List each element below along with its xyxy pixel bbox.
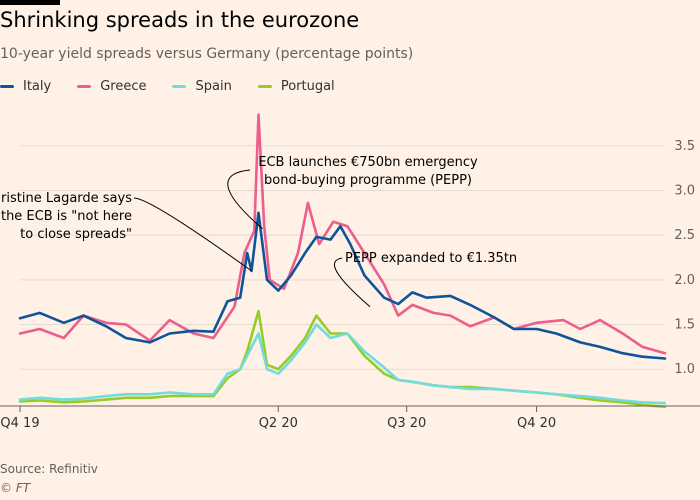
chart-legend: Italy Greece Spain Portugal: [0, 79, 361, 94]
brand-bar: [0, 0, 60, 5]
y-tick-label: 1.5: [674, 318, 695, 333]
annotation-pepp-expanded: PEPP expanded to €1.35tn: [345, 251, 517, 266]
annotation-leader-pepp-expanded: [333, 257, 371, 308]
series-line-greece: [18, 113, 667, 355]
annotation-leader-lagarde: [133, 197, 252, 272]
legend-item-portugal: Portugal: [257, 79, 335, 94]
x-tick-label: Q2 20: [259, 416, 298, 431]
legend-item-greece: Greece: [77, 79, 146, 94]
axis-layer: 1.0 1.5 2.0 2.5 3.0 3.5 Q4 19 Q2 20 Q3 20 Q4 20: [0, 139, 700, 431]
legend-swatch-spain: [172, 85, 187, 88]
y-tick-label: 2.5: [674, 228, 695, 243]
legend-item-spain: Spain: [172, 79, 232, 94]
series-line-italy: [18, 211, 667, 360]
x-tick-label: Q4 20: [517, 416, 556, 431]
legend-swatch-greece: [77, 85, 92, 88]
x-tick-label: Q4 19: [0, 416, 39, 431]
annotation-pepp-launch: ECB launches €750bn emergency bond-buying…: [258, 155, 478, 188]
source-note: Source: Refinitiv: [0, 462, 98, 476]
ft-credit: © FT: [0, 481, 31, 495]
legend-label-portugal: Portugal: [280, 79, 335, 94]
y-tick-label: 2.0: [674, 273, 695, 288]
legend-item-italy: Italy: [0, 79, 51, 94]
series-layer: [18, 113, 667, 409]
annotation-leader-pepp-launch: [227, 169, 263, 230]
y-tick-label: 3.5: [674, 139, 695, 154]
series-line-spain: [18, 323, 667, 405]
x-tick-label: Q3 20: [387, 416, 426, 431]
series-line-portugal: [18, 309, 667, 409]
y-tick-label: 1.0: [674, 362, 695, 377]
legend-label-spain: Spain: [195, 79, 232, 94]
legend-label-italy: Italy: [23, 79, 52, 94]
y-tick-label: 3.0: [674, 183, 695, 198]
chart-subtitle: 10-year yield spreads versus Germany (pe…: [0, 46, 414, 62]
legend-label-greece: Greece: [100, 79, 147, 94]
chart-title: Shrinking spreads in the eurozone: [0, 8, 360, 32]
legend-swatch-portugal: [257, 85, 272, 88]
legend-swatch-italy: [0, 85, 14, 88]
